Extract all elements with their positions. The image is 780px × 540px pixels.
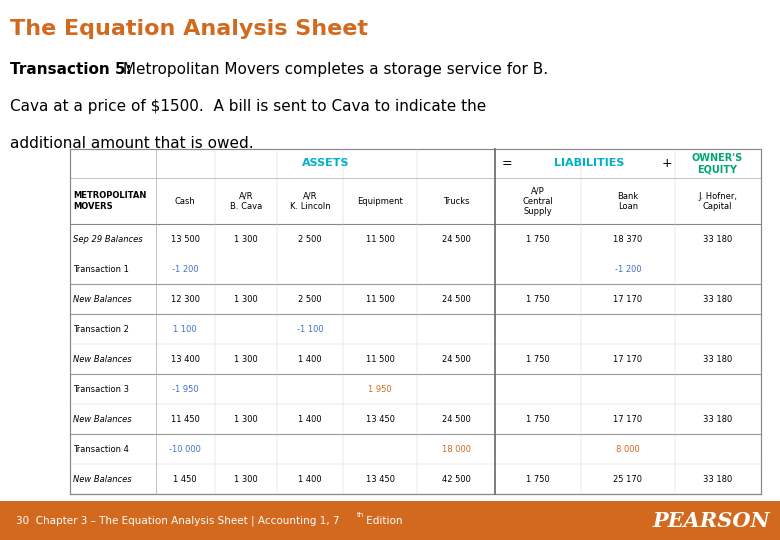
Text: 13 450: 13 450 bbox=[366, 415, 395, 423]
Text: Sep 29 Balances: Sep 29 Balances bbox=[73, 234, 143, 244]
Text: Transaction 2: Transaction 2 bbox=[73, 325, 129, 334]
Text: Edition: Edition bbox=[363, 516, 403, 525]
Text: Cash: Cash bbox=[175, 197, 196, 206]
Text: 13 400: 13 400 bbox=[171, 355, 200, 363]
Text: New Balances: New Balances bbox=[73, 415, 132, 423]
Text: 12 300: 12 300 bbox=[171, 295, 200, 303]
Text: Transaction 3: Transaction 3 bbox=[73, 384, 129, 394]
Text: PEARSON: PEARSON bbox=[652, 510, 770, 531]
Text: 1 300: 1 300 bbox=[234, 234, 257, 244]
Text: ASSETS: ASSETS bbox=[302, 158, 349, 168]
Text: Equipment: Equipment bbox=[357, 197, 403, 206]
Text: The Equation Analysis Sheet: The Equation Analysis Sheet bbox=[10, 19, 368, 39]
Text: =: = bbox=[502, 157, 512, 170]
Text: -1 200: -1 200 bbox=[615, 265, 641, 274]
Text: 1 300: 1 300 bbox=[234, 475, 257, 484]
Text: 1 450: 1 450 bbox=[173, 475, 197, 484]
FancyBboxPatch shape bbox=[70, 148, 760, 494]
Text: 17 170: 17 170 bbox=[613, 355, 643, 363]
Text: 1 300: 1 300 bbox=[234, 295, 257, 303]
Text: 33 180: 33 180 bbox=[703, 295, 732, 303]
Text: 24 500: 24 500 bbox=[441, 295, 471, 303]
Text: 25 170: 25 170 bbox=[613, 475, 643, 484]
Text: 1 750: 1 750 bbox=[526, 295, 550, 303]
Text: New Balances: New Balances bbox=[73, 295, 132, 303]
Text: 8 000: 8 000 bbox=[616, 444, 640, 454]
Text: -1 950: -1 950 bbox=[172, 384, 199, 394]
Text: 1 950: 1 950 bbox=[368, 384, 392, 394]
Text: 1 750: 1 750 bbox=[526, 475, 550, 484]
Text: 1 400: 1 400 bbox=[298, 415, 322, 423]
Text: 1 300: 1 300 bbox=[234, 415, 257, 423]
Text: 18 370: 18 370 bbox=[613, 234, 643, 244]
Text: METROPOLITAN
MOVERS: METROPOLITAN MOVERS bbox=[73, 192, 147, 211]
Text: 17 170: 17 170 bbox=[613, 415, 643, 423]
Text: -10 000: -10 000 bbox=[169, 444, 201, 454]
Text: 33 180: 33 180 bbox=[703, 475, 732, 484]
Text: 42 500: 42 500 bbox=[441, 475, 471, 484]
Text: Metropolitan Movers completes a storage service for B.: Metropolitan Movers completes a storage … bbox=[118, 62, 548, 77]
Text: 2 500: 2 500 bbox=[298, 234, 322, 244]
Text: Transaction 1: Transaction 1 bbox=[73, 265, 129, 274]
Text: +: + bbox=[661, 157, 672, 170]
FancyBboxPatch shape bbox=[0, 501, 780, 540]
Text: 1 750: 1 750 bbox=[526, 415, 550, 423]
Text: Bank
Loan: Bank Loan bbox=[617, 192, 639, 211]
Text: J. Hofner,
Capital: J. Hofner, Capital bbox=[698, 192, 737, 211]
Text: 1 100: 1 100 bbox=[173, 325, 197, 334]
Text: 17 170: 17 170 bbox=[613, 295, 643, 303]
Text: 33 180: 33 180 bbox=[703, 415, 732, 423]
Text: 33 180: 33 180 bbox=[703, 234, 732, 244]
Text: 2 500: 2 500 bbox=[298, 295, 322, 303]
Text: 1 750: 1 750 bbox=[526, 234, 550, 244]
Text: 11 500: 11 500 bbox=[366, 234, 395, 244]
Text: 13 450: 13 450 bbox=[366, 475, 395, 484]
Text: LIABILITIES: LIABILITIES bbox=[554, 158, 624, 168]
Text: OWNER'S
EQUITY: OWNER'S EQUITY bbox=[692, 152, 743, 174]
Text: Trucks: Trucks bbox=[443, 197, 470, 206]
Text: 11 450: 11 450 bbox=[171, 415, 200, 423]
Text: Transaction 5:: Transaction 5: bbox=[10, 62, 132, 77]
Text: 1 400: 1 400 bbox=[298, 355, 322, 363]
Text: A/P
Central
Supply: A/P Central Supply bbox=[523, 187, 554, 215]
Text: 1 300: 1 300 bbox=[234, 355, 257, 363]
Text: Cava at a price of $1500.  A bill is sent to Cava to indicate the: Cava at a price of $1500. A bill is sent… bbox=[10, 99, 487, 114]
Text: 24 500: 24 500 bbox=[441, 234, 471, 244]
Text: 1 400: 1 400 bbox=[298, 475, 322, 484]
Text: A/R
K. Lincoln: A/R K. Lincoln bbox=[289, 192, 331, 211]
Text: -1 200: -1 200 bbox=[172, 265, 199, 274]
Text: th: th bbox=[357, 512, 364, 518]
Text: 24 500: 24 500 bbox=[441, 355, 471, 363]
Text: 33 180: 33 180 bbox=[703, 355, 732, 363]
Text: -1 100: -1 100 bbox=[296, 325, 324, 334]
Text: 11 500: 11 500 bbox=[366, 295, 395, 303]
Text: 11 500: 11 500 bbox=[366, 355, 395, 363]
Text: 13 500: 13 500 bbox=[171, 234, 200, 244]
Text: New Balances: New Balances bbox=[73, 355, 132, 363]
Text: A/R
B. Cava: A/R B. Cava bbox=[229, 192, 262, 211]
Text: 24 500: 24 500 bbox=[441, 415, 471, 423]
Text: New Balances: New Balances bbox=[73, 475, 132, 484]
Text: 1 750: 1 750 bbox=[526, 355, 550, 363]
Text: additional amount that is owed.: additional amount that is owed. bbox=[10, 136, 254, 151]
Text: 18 000: 18 000 bbox=[441, 444, 471, 454]
Text: Transaction 4: Transaction 4 bbox=[73, 444, 129, 454]
Text: 30  Chapter 3 – The Equation Analysis Sheet | Accounting 1, 7: 30 Chapter 3 – The Equation Analysis She… bbox=[16, 515, 339, 526]
